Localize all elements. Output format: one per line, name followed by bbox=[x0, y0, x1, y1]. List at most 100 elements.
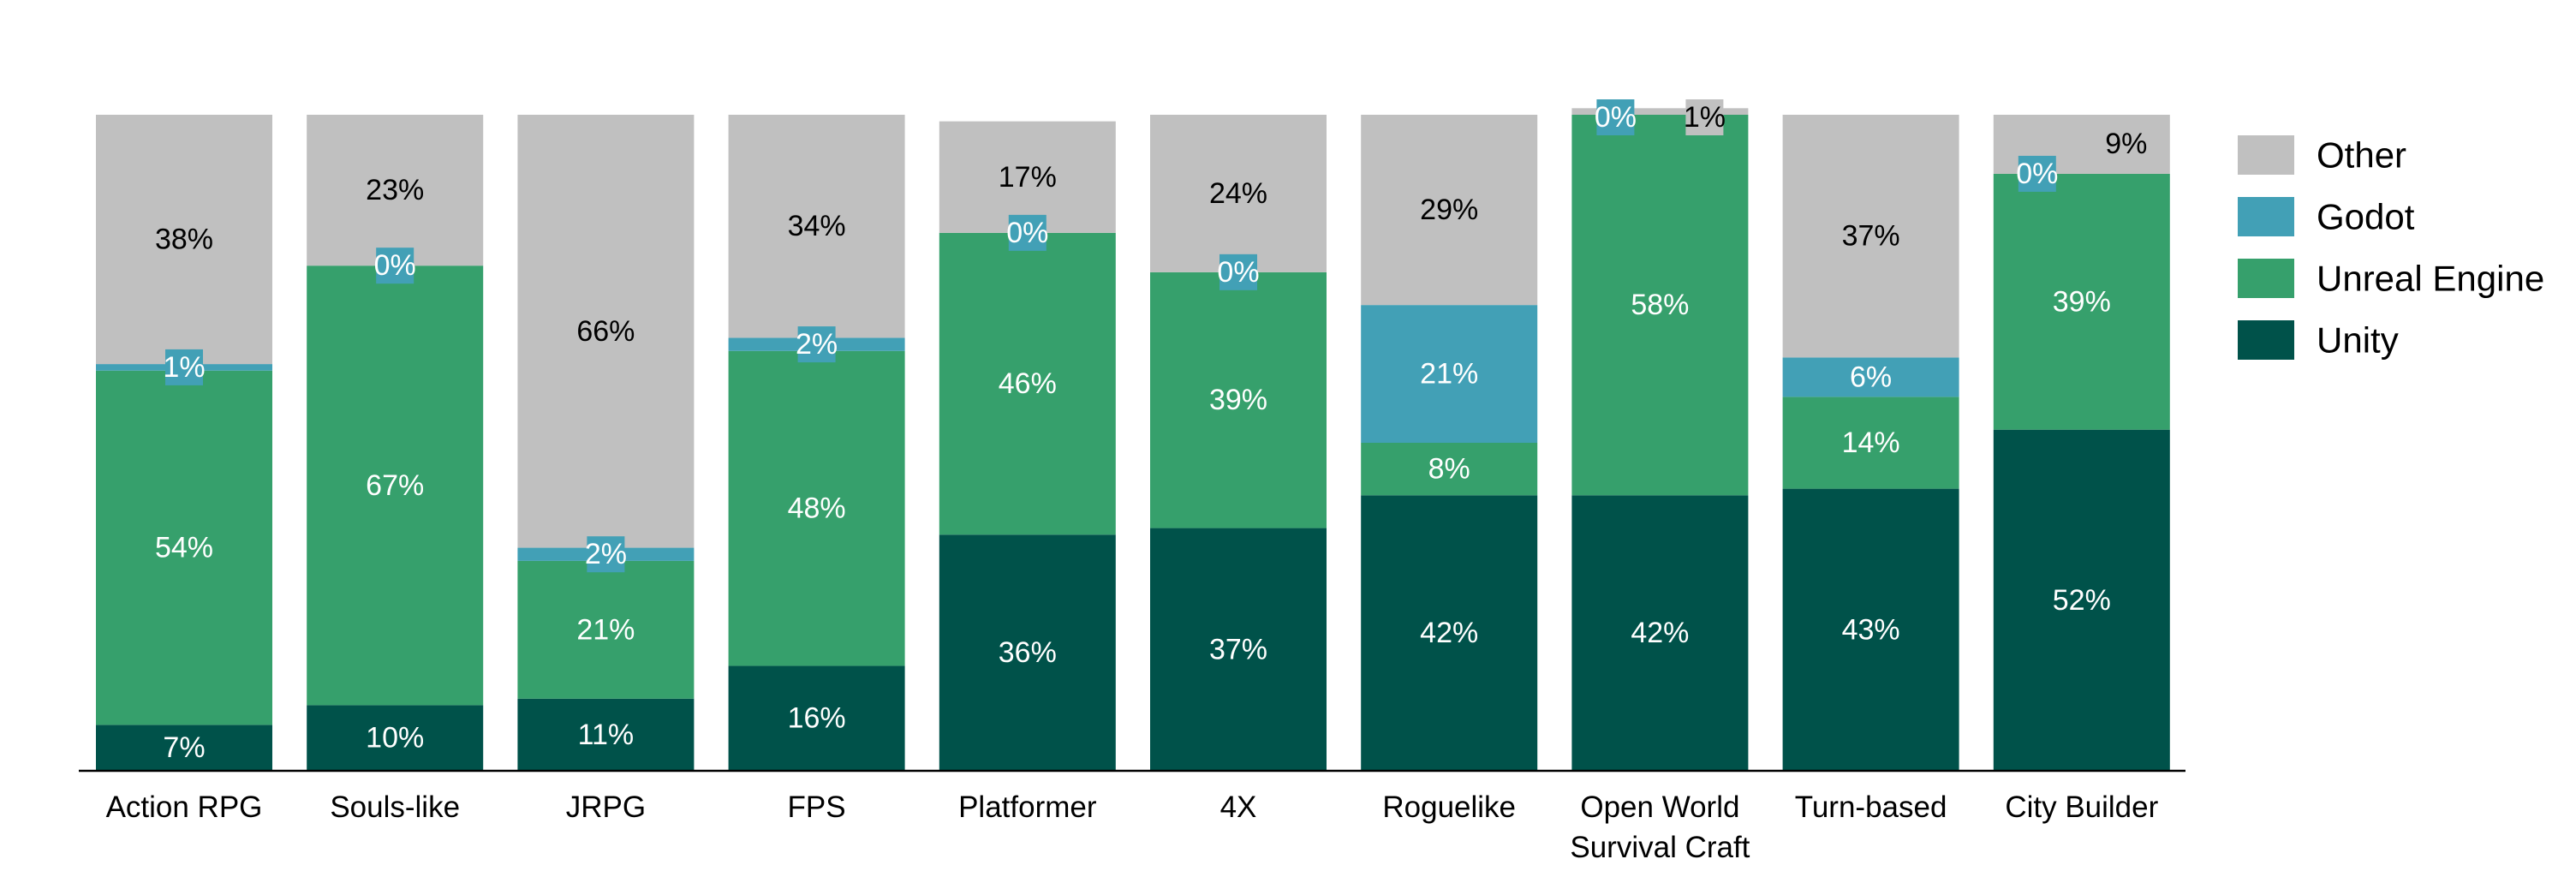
data-label-fps-unity: 16% bbox=[788, 702, 846, 735]
data-label-city-builder-other: 9% bbox=[2105, 128, 2147, 160]
data-label-fps-unreal-engine: 48% bbox=[788, 492, 846, 525]
bar-segment-souls-like-unreal-engine bbox=[307, 266, 484, 706]
legend: Other Godot Unreal Engine Unity bbox=[2238, 135, 2544, 361]
bar-segment-open-world-survival-craft-other bbox=[1571, 108, 1749, 115]
data-label-4x-unreal-engine: 39% bbox=[1209, 384, 1267, 416]
data-label-roguelike-other: 29% bbox=[1420, 194, 1478, 226]
category-labels-group: Action RPG Souls-like JRPG FPS Platformer 4X R… bbox=[106, 791, 2159, 864]
data-label-box-4x-godot bbox=[1219, 254, 1257, 290]
data-label-platformer-other: 17% bbox=[999, 161, 1057, 194]
bar-segment-platformer-other bbox=[939, 121, 1116, 233]
data-label-turn-based-unity: 43% bbox=[1842, 613, 1900, 646]
data-label-open-world-survival-craft-other: 1% bbox=[1684, 101, 1726, 134]
legend-label-unity: Unity bbox=[2317, 320, 2399, 361]
data-label-jrpg-unreal-engine: 21% bbox=[576, 613, 635, 646]
data-label-box-souls-like-godot bbox=[376, 248, 414, 284]
category-label-city-builder: City Builder bbox=[2005, 791, 2158, 824]
bar-segment-jrpg-unity bbox=[517, 698, 695, 771]
data-labels-group: 7% 54% 1% 38% 10% 67% 0% 23% 11% 21% 2% 66% 16% 48% 2%… bbox=[155, 99, 2147, 764]
legend-swatch-other bbox=[2238, 135, 2294, 175]
bar-segment-4x-unreal-engine bbox=[1150, 271, 1327, 528]
bar-segment-jrpg-unreal-engine bbox=[517, 560, 695, 699]
data-label-box-action-rpg-godot bbox=[165, 349, 203, 385]
data-label-box-open-world-survival-craft-godot bbox=[1596, 99, 1635, 135]
data-label-fps-other: 34% bbox=[788, 210, 846, 242]
bars-group bbox=[96, 108, 2170, 771]
bar-segment-city-builder-unity bbox=[1993, 429, 2170, 771]
category-label-action-rpg: Action RPG bbox=[106, 791, 263, 824]
bar-segment-jrpg-other bbox=[517, 115, 695, 548]
data-label-4x-godot: 0% bbox=[1217, 256, 1259, 289]
data-label-jrpg-godot: 2% bbox=[585, 538, 627, 570]
legend-label-godot: Godot bbox=[2317, 197, 2415, 237]
bar-segment-action-rpg-other bbox=[96, 115, 272, 365]
data-label-souls-like-other: 23% bbox=[366, 174, 424, 206]
data-label-action-rpg-other: 38% bbox=[155, 224, 213, 256]
data-label-city-builder-unity: 52% bbox=[2053, 584, 2111, 617]
legend-swatch-unity bbox=[2238, 320, 2294, 360]
data-label-box-city-builder-godot bbox=[2018, 155, 2056, 192]
category-label-jrpg: JRPG bbox=[566, 791, 646, 824]
legend-label-unreal-engine: Unreal Engine bbox=[2317, 259, 2544, 299]
legend-label-other: Other bbox=[2317, 135, 2406, 176]
data-label-platformer-godot: 0% bbox=[1006, 217, 1048, 249]
bar-segment-souls-like-other bbox=[307, 115, 484, 266]
category-label-open-world-survival-craft: Open World Survival Craft bbox=[1570, 791, 1750, 864]
bar-segment-fps-unreal-engine bbox=[728, 350, 905, 666]
bar-segment-souls-like-unity bbox=[307, 705, 484, 771]
data-label-souls-like-unreal-engine: 67% bbox=[366, 469, 424, 502]
category-label-platformer: Platformer bbox=[958, 791, 1097, 824]
bar-segment-platformer-unreal-engine bbox=[939, 232, 1116, 535]
data-label-open-world-survival-craft-unreal-engine: 58% bbox=[1631, 289, 1689, 321]
data-label-city-builder-unreal-engine: 39% bbox=[2053, 285, 2111, 318]
bar-segment-roguelike-godot bbox=[1361, 305, 1538, 443]
data-label-4x-other: 24% bbox=[1209, 177, 1267, 210]
data-label-roguelike-godot: 21% bbox=[1420, 358, 1478, 391]
data-label-turn-based-godot: 6% bbox=[1850, 361, 1892, 393]
legend-swatch-godot bbox=[2238, 197, 2294, 236]
bar-segment-4x-other bbox=[1150, 115, 1327, 272]
bar-segment-platformer-unity bbox=[939, 534, 1116, 771]
data-label-jrpg-other: 66% bbox=[576, 315, 635, 348]
bar-segment-roguelike-unity bbox=[1361, 495, 1538, 771]
data-label-roguelike-unreal-engine: 8% bbox=[1428, 453, 1470, 486]
category-label-4x: 4X bbox=[1220, 791, 1257, 824]
bar-segment-turn-based-other bbox=[1782, 115, 1959, 358]
data-label-action-rpg-unity: 7% bbox=[163, 731, 205, 764]
bar-segment-action-rpg-unreal-engine bbox=[96, 370, 272, 725]
data-label-turn-based-unreal-engine: 14% bbox=[1842, 427, 1900, 459]
data-label-jrpg-unity: 11% bbox=[578, 719, 635, 751]
data-label-platformer-unity: 36% bbox=[999, 636, 1057, 669]
bar-segment-open-world-survival-craft-unity bbox=[1571, 495, 1749, 771]
category-label-fps: FPS bbox=[788, 791, 846, 824]
category-label-turn-based: Turn-based bbox=[1795, 791, 1947, 824]
data-label-souls-like-unity: 10% bbox=[366, 722, 424, 755]
category-label-souls-like: Souls-like bbox=[330, 791, 460, 824]
data-label-open-world-survival-craft-godot: 0% bbox=[1595, 101, 1637, 134]
bar-segment-turn-based-unity bbox=[1782, 488, 1959, 771]
data-label-box-jrpg-godot bbox=[587, 536, 625, 573]
data-label-box-fps-godot bbox=[797, 326, 836, 363]
bar-segment-turn-based-unreal-engine bbox=[1782, 397, 1959, 489]
data-label-roguelike-unity: 42% bbox=[1420, 617, 1478, 649]
bar-segment-roguelike-other bbox=[1361, 115, 1538, 306]
data-label-box-open-world-survival-craft-other bbox=[1685, 99, 1724, 135]
data-label-4x-unity: 37% bbox=[1209, 633, 1267, 665]
data-label-souls-like-godot: 0% bbox=[374, 249, 416, 282]
data-label-turn-based-other: 37% bbox=[1842, 220, 1900, 253]
bar-segment-city-builder-unreal-engine bbox=[1993, 173, 2170, 430]
legend-swatch-unreal-engine bbox=[2238, 259, 2294, 298]
bar-segment-action-rpg-unity bbox=[96, 725, 272, 771]
data-label-action-rpg-godot: 1% bbox=[163, 351, 205, 384]
data-label-action-rpg-unreal-engine: 54% bbox=[155, 532, 213, 564]
data-label-city-builder-godot: 0% bbox=[2016, 158, 2058, 190]
bar-segment-fps-unity bbox=[728, 665, 905, 771]
bar-segment-fps-other bbox=[728, 115, 905, 338]
data-label-open-world-survival-craft-unity: 42% bbox=[1631, 617, 1689, 649]
category-label-roguelike: Roguelike bbox=[1382, 791, 1516, 824]
data-label-platformer-unreal-engine: 46% bbox=[999, 367, 1057, 400]
data-label-box-platformer-godot bbox=[1008, 214, 1046, 251]
bar-segment-roguelike-unreal-engine bbox=[1361, 443, 1538, 496]
bar-segment-4x-unity bbox=[1150, 528, 1327, 771]
